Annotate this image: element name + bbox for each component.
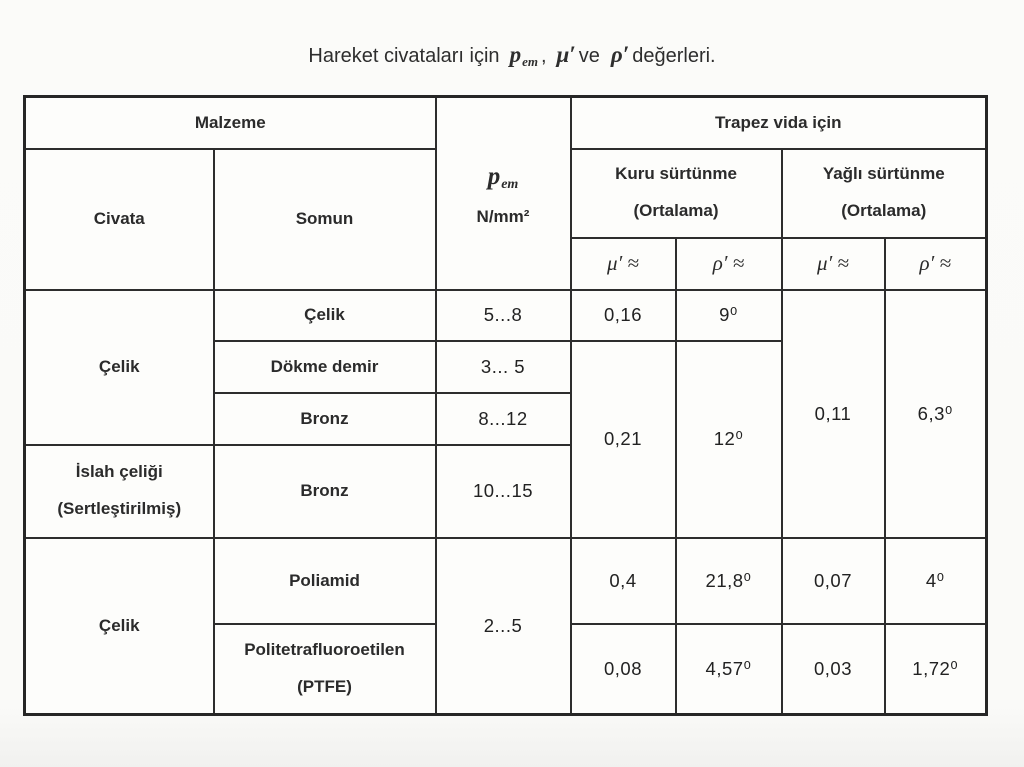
cell-kuru-mu-r1: 0,16 (569, 288, 677, 342)
header-row-middle: Civata Somun Kuru sürtünme (Ortalama) Ya… (23, 147, 988, 291)
header-trapez: Trapez vida için (569, 95, 988, 150)
islah-line1: İslah çeliği (75, 462, 163, 482)
cell-kuru-rho-merged: 12⁰ (674, 339, 783, 539)
title-separator: , (540, 45, 547, 67)
cell-kuru-mu-merged: 0,21 (569, 339, 677, 539)
table-row-islah-celigi: İslah çeliği (Sertleştirilmiş) Bronz 10.… (23, 443, 987, 539)
values-table: Malzeme pem N/mm² Trapez vida için Civat… (23, 95, 988, 716)
pem-math-symbol: pem (487, 163, 519, 193)
cell-yagli-rho-merged: 6,3⁰ (883, 288, 988, 539)
cell-civata-celik-2: Çelik (23, 536, 215, 716)
cell-yagli-rho-r6: 1,72⁰ (883, 622, 988, 716)
cell-somun-dokme-demir: Dökme demir (212, 339, 437, 394)
cell-somun-ptfe: Politetrafluoroetilen (PTFE) (212, 622, 437, 716)
cell-pem-r3: 8...12 (434, 391, 572, 446)
pem-unit-label: N/mm² (476, 206, 530, 226)
rho-symbol: ρ′ (610, 42, 630, 67)
cell-yagli-mu-r6: 0,03 (780, 622, 886, 716)
cell-pem-r1: 5...8 (434, 288, 572, 342)
cell-somun-bronz-2: Bronz (212, 443, 437, 539)
kuru-line1: Kuru sürtünme (615, 164, 737, 184)
cell-kuru-mu-r6: 0,08 (569, 622, 677, 716)
ptfe-line1: Politetrafluoroetilen (244, 640, 405, 660)
mu-symbol: μ′ (556, 42, 576, 67)
title-conjunction: ve (578, 45, 600, 67)
islah-line2: (Sertleştirilmiş) (57, 499, 182, 518)
header-malzeme: Malzeme (23, 95, 437, 150)
header-yagli-surtunme: Yağlı sürtünme (Ortalama) (780, 147, 988, 239)
cell-yagli-mu-merged: 0,11 (780, 288, 886, 539)
cell-somun-celik: Çelik (212, 288, 437, 342)
header-row-top: Malzeme pem N/mm² Trapez vida için (23, 95, 988, 291)
cell-civata-celik: Çelik (23, 288, 215, 446)
kuru-line2: (Ortalama) (633, 201, 719, 220)
header-pem: pem N/mm² (434, 95, 572, 291)
cell-kuru-rho-r1: 9⁰ (674, 288, 783, 342)
cell-pem-r2: 3... 5 (434, 339, 572, 394)
yagli-line1: Yağlı sürtünme (822, 164, 945, 184)
title-suffix: değerleri. (632, 45, 716, 67)
pem-subscript: em (522, 54, 538, 69)
table-row-poliamid: Çelik Poliamid 2...5 0,4 21,8⁰ 0,07 4⁰ (23, 536, 988, 716)
table-row-bronz: Bronz 8...12 (25, 391, 987, 446)
pem-symbol: pem (509, 42, 538, 69)
cell-civata-islah: İslah çeliği (Sertleştirilmiş) (23, 443, 215, 539)
cell-pem-merged: 2...5 (434, 536, 572, 716)
cell-kuru-rho-r6: 4,57⁰ (674, 622, 783, 716)
yagli-line2: (Ortalama) (841, 201, 927, 220)
pem-math-subscript: em (501, 177, 519, 193)
cell-yagli-mu-r5: 0,07 (780, 536, 886, 625)
cell-yagli-rho-r5: 4⁰ (883, 536, 988, 625)
page-title: Hareket civataları için pem , μ′ ve ρ′ d… (0, 42, 1024, 70)
header-yagli-rho: ρ′ ≈ (883, 236, 988, 291)
header-civata: Civata (23, 147, 215, 291)
table-row-celik-celik: Çelik Çelik 5...8 0,16 9⁰ 0,11 6,3⁰ (23, 288, 988, 539)
table-row-dokme-demir: Dökme demir 3... 5 0,21 12⁰ (25, 339, 987, 539)
header-kuru-rho: ρ′ ≈ (674, 236, 783, 291)
ptfe-line2: (PTFE) (297, 676, 352, 696)
title-prefix: Hareket civataları için (308, 45, 500, 67)
cell-kuru-rho-r5: 21,8⁰ (674, 536, 783, 625)
header-kuru-surtunme: Kuru sürtünme (Ortalama) (569, 147, 783, 239)
cell-pem-r4: 10...15 (434, 443, 572, 539)
header-yagli-mu: μ′ ≈ (780, 236, 886, 291)
table-row-ptfe: Politetrafluoroetilen (PTFE) 0,08 4,57⁰ … (25, 622, 988, 716)
header-kuru-mu: μ′ ≈ (569, 236, 677, 291)
cell-kuru-mu-r5: 0,4 (569, 536, 677, 625)
header-somun: Somun (212, 147, 437, 291)
header-row-symbols: μ′ ≈ ρ′ ≈ μ′ ≈ ρ′ ≈ (25, 236, 988, 291)
cell-somun-bronz: Bronz (212, 391, 437, 446)
cell-somun-poliamid: Poliamid (212, 536, 437, 625)
